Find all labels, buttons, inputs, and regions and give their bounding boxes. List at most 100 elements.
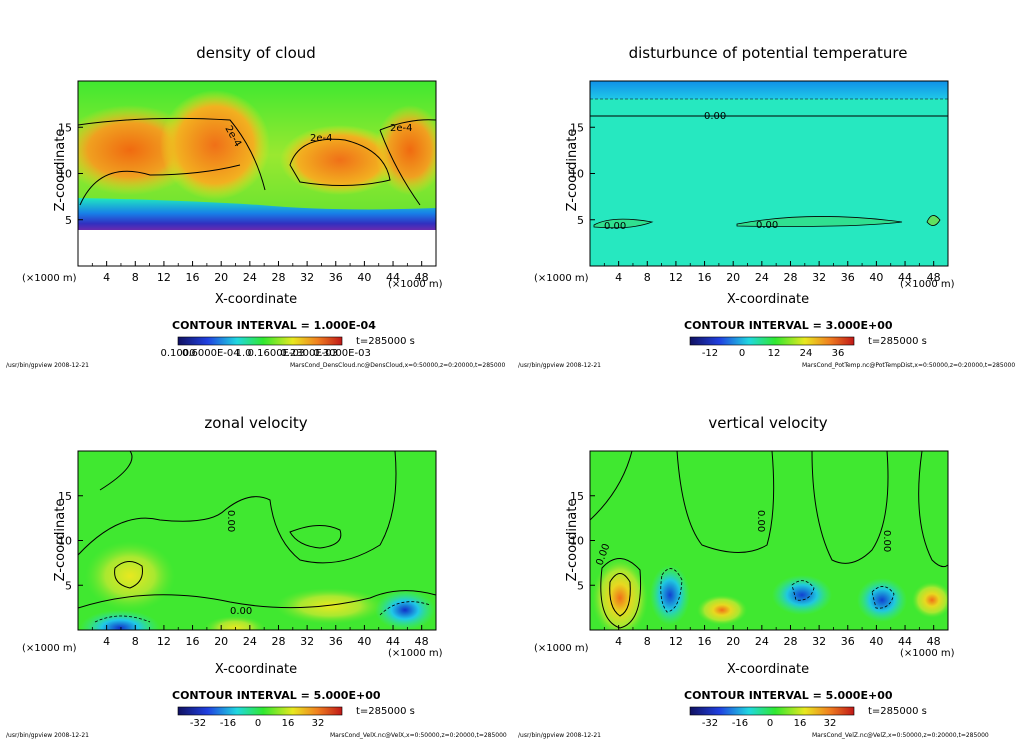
chart-vertical-velocity: vertical velocity 0.00 0.00 0.00 4 8 12 16 2… [518, 414, 989, 739]
x-tick-label: 24 [243, 271, 257, 284]
y-axis-label: Z-coordinate [53, 499, 68, 582]
colorbar-label: -12 [702, 348, 718, 359]
colorbar-label: 32 [312, 718, 325, 729]
x-tick-label: 8 [132, 635, 139, 648]
contour-label: 0.00 [604, 221, 626, 232]
y-tick-label: 10 [570, 168, 584, 181]
x-tick-label: 48 [927, 635, 941, 648]
chart-title: zonal velocity [204, 414, 307, 432]
colorbar-label: 16 [794, 718, 807, 729]
y-tick-label: 15 [570, 490, 584, 503]
colorbar [689, 336, 855, 346]
x-unit: (×1000 m) [388, 648, 443, 659]
contour-label: 0.00 [225, 510, 236, 532]
panel-zonal-velocity: zonal velocity 0.00 0.00 4 8 12 16 20 24 28 32 3… [0, 370, 512, 740]
x-tick-label: 28 [271, 271, 285, 284]
x-tick-label: 24 [755, 635, 769, 648]
y-unit: (×1000 m) [534, 273, 589, 284]
contour-label: 0.00 [881, 530, 892, 552]
x-tick-label: 20 [214, 271, 228, 284]
heatmap-field [78, 451, 436, 630]
x-tick-label: 8 [132, 271, 139, 284]
x-tick-label: 32 [812, 635, 826, 648]
panel-density-of-cloud: density of cloud 2e-4 2e-4 2e-4 4 8 12 16 20… [0, 0, 512, 370]
y-tick-label: 5 [577, 214, 584, 227]
colorbar-label: -16 [220, 718, 236, 729]
colorbar-label: 12 [768, 348, 781, 359]
heatmap-field [590, 451, 948, 630]
x-tick-label: 8 [644, 271, 651, 284]
footer-right: MarsCond_PotTemp.nc@PotTempDist,x=0:5000… [802, 362, 1015, 369]
x-tick-label: 36 [329, 635, 343, 648]
chart-potential-temperature: disturbunce of potential temperature 0.0… [518, 44, 1015, 369]
colorbar [177, 336, 343, 346]
contour-label: 0.00 [755, 510, 766, 532]
chart-title: density of cloud [196, 44, 316, 62]
x-tick-label: 12 [157, 635, 171, 648]
y-tick-label: 10 [570, 535, 584, 548]
x-tick-label: 16 [698, 635, 712, 648]
x-axis-label: X-coordinate [215, 662, 297, 677]
time-stamp: t=285000 s [868, 706, 927, 717]
x-tick-label: 12 [669, 271, 683, 284]
y-unit: (×1000 m) [534, 643, 589, 654]
x-tick-label: 40 [357, 271, 371, 284]
chart-zonal-velocity: zonal velocity 0.00 0.00 4 8 12 16 20 24 28 32 3… [6, 414, 507, 739]
y-axis-label: Z-coordinate [53, 129, 68, 212]
x-tick-label: 16 [186, 635, 200, 648]
x-tick-label: 8 [644, 635, 651, 648]
x-tick-label: 12 [669, 635, 683, 648]
colorbar-label: 16 [282, 718, 295, 729]
y-tick-label: 15 [58, 490, 72, 503]
footer-right: MarsCond_DensCloud.nc@DensCloud,x=0:5000… [290, 362, 505, 369]
colorbar-label: 0.3000E-03 [313, 348, 371, 359]
contour-interval: CONTOUR INTERVAL = 1.000E-04 [172, 319, 376, 332]
x-tick-label: 16 [698, 271, 712, 284]
y-tick-label: 15 [570, 121, 584, 134]
y-tick-label: 5 [65, 214, 72, 227]
x-tick-label: 36 [841, 635, 855, 648]
chart-density-of-cloud: density of cloud 2e-4 2e-4 2e-4 4 8 12 16 20… [6, 44, 505, 369]
x-tick-label: 44 [386, 271, 400, 284]
contour-label: 0.00 [756, 220, 778, 231]
x-tick-label: 4 [103, 635, 110, 648]
footer-left: /usr/bin/gpview 2008-12-21 [518, 732, 601, 739]
x-tick-label: 28 [783, 271, 797, 284]
x-tick-label: 12 [157, 271, 171, 284]
x-unit: (×1000 m) [388, 279, 443, 290]
footer-left: /usr/bin/gpview 2008-12-21 [6, 362, 89, 369]
time-stamp: t=285000 s [356, 706, 415, 717]
colorbar-label: -16 [732, 718, 748, 729]
x-tick-label: 36 [841, 271, 855, 284]
heatmap-field [78, 81, 436, 266]
y-tick-label: 5 [65, 579, 72, 592]
colorbar-label: 24 [800, 348, 813, 359]
time-stamp: t=285000 s [356, 336, 415, 347]
contour-interval: CONTOUR INTERVAL = 5.000E+00 [684, 689, 893, 702]
colorbar-label: 0 [739, 348, 745, 359]
x-tick-label: 28 [271, 635, 285, 648]
x-tick-label: 44 [898, 271, 912, 284]
footer-left: /usr/bin/gpview 2008-12-21 [518, 362, 601, 369]
contour-interval: CONTOUR INTERVAL = 3.000E+00 [684, 319, 893, 332]
footer-right: MarsCond_VelZ.nc@VelZ,x=0:50000,z=0:2000… [812, 732, 989, 739]
colorbar [177, 706, 343, 716]
colorbar-label: 1.0 [236, 348, 252, 359]
x-tick-label: 32 [300, 271, 314, 284]
y-unit: (×1000 m) [22, 273, 77, 284]
x-tick-label: 40 [869, 635, 883, 648]
y-tick-label: 15 [58, 121, 72, 134]
colorbar-label: 36 [832, 348, 845, 359]
y-unit: (×1000 m) [22, 643, 77, 654]
y-axis-label: Z-coordinate [565, 129, 580, 212]
x-tick-label: 44 [386, 635, 400, 648]
x-tick-label: 32 [300, 635, 314, 648]
x-tick-label: 40 [869, 271, 883, 284]
x-unit: (×1000 m) [900, 279, 955, 290]
contour-interval: CONTOUR INTERVAL = 5.000E+00 [172, 689, 381, 702]
x-tick-label: 36 [329, 271, 343, 284]
time-stamp: t=285000 s [868, 336, 927, 347]
x-axis-label: X-coordinate [727, 292, 809, 307]
contour-label: 0.00 [230, 606, 252, 617]
x-tick-label: 32 [812, 271, 826, 284]
